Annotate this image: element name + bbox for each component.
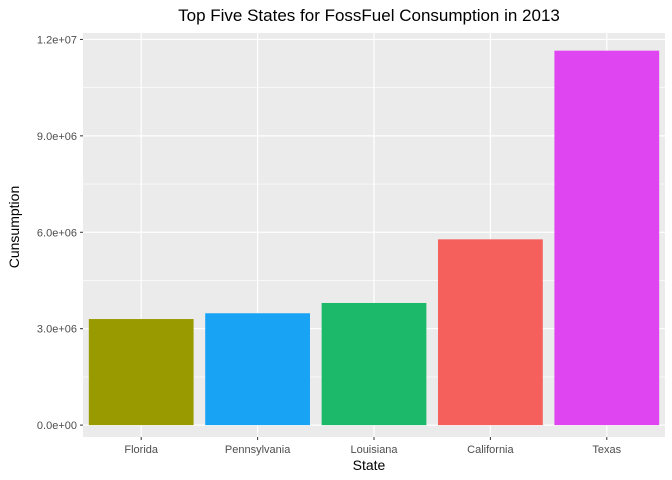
bars <box>88 50 660 426</box>
bar-california <box>438 239 543 426</box>
y-tick-label: 3.0e+06 <box>37 324 77 336</box>
y-tick-label: 6.0e+06 <box>37 227 77 239</box>
x-tick-label: Pennsylvania <box>225 444 291 456</box>
chart-title: Top Five States for FossFuel Consumption… <box>178 6 560 25</box>
x-axis-ticks: Florida Pennsylvania Louisiana California Te… <box>124 437 622 456</box>
bar-texas <box>554 50 660 426</box>
x-tick-label: Louisiana <box>350 444 398 456</box>
x-tick-label: Florida <box>124 444 159 456</box>
x-axis-title: State <box>353 457 386 473</box>
x-tick-label: California <box>467 444 514 456</box>
y-tick-label: 0.0e+00 <box>37 420 77 432</box>
y-axis-ticks: 0.0e+00 3.0e+06 6.0e+06 9.0e+06 1.2e+07 <box>37 34 83 432</box>
bar-louisiana <box>321 302 427 426</box>
x-tick-label: Texas <box>592 444 621 456</box>
bar-florida <box>88 319 194 426</box>
y-tick-label: 9.0e+06 <box>37 131 77 143</box>
y-axis-title: Cunsumption <box>6 186 22 269</box>
bar-pennsylvania <box>205 313 310 426</box>
y-tick-label: 1.2e+07 <box>37 34 77 46</box>
